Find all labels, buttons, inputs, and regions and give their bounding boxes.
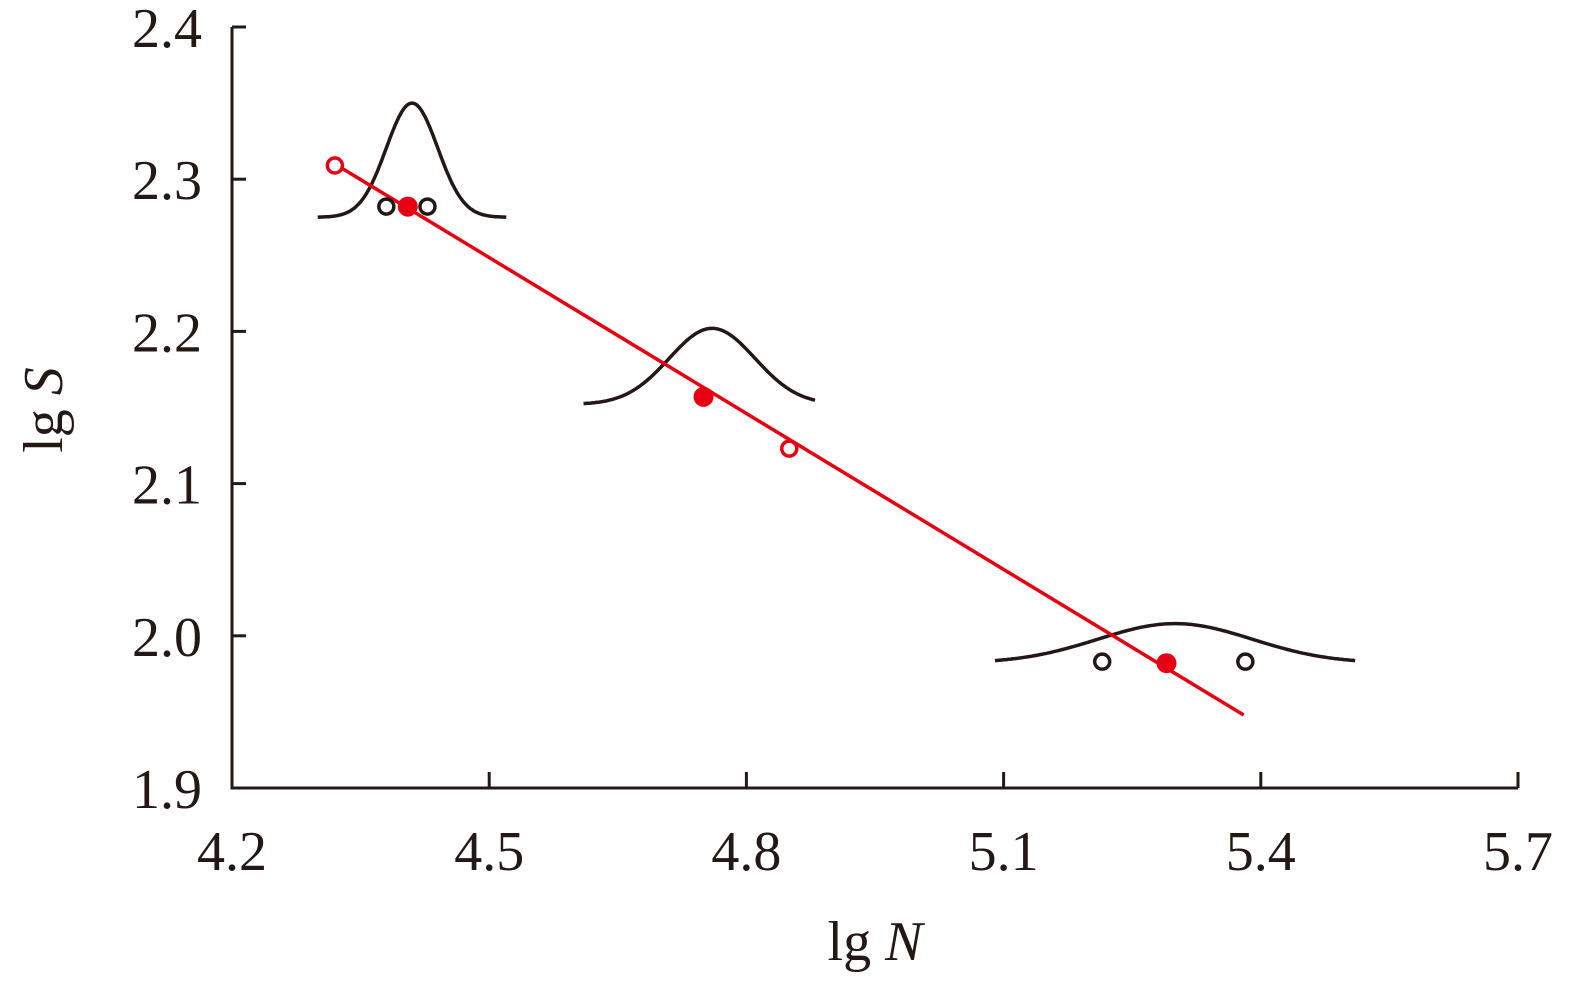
x-axis-title-prefix: lg (828, 911, 886, 973)
open-point (1092, 652, 1112, 671)
data-points (325, 156, 1255, 674)
open-point (325, 156, 345, 175)
x-axis-title-var: N (884, 911, 925, 973)
y-tick-label: 2.2 (132, 302, 202, 364)
y-axis-title: lg S (13, 367, 75, 453)
x-axis-title: lg N (828, 911, 926, 973)
distribution-curve (317, 101, 507, 219)
filled-point (1156, 653, 1177, 674)
open-point (1236, 652, 1255, 671)
x-tick-label: 5.7 (1483, 821, 1553, 883)
x-tick-label: 5.4 (1226, 821, 1296, 883)
y-axis-title-var: S (13, 367, 75, 395)
x-tick-label: 5.1 (969, 821, 1039, 883)
distribution-curve (994, 621, 1356, 663)
open-point (418, 197, 437, 216)
distribution-curves (317, 101, 1356, 663)
filled-point (693, 386, 714, 407)
y-tick-label: 1.9 (132, 759, 202, 821)
y-tick-label: 2.3 (132, 150, 202, 212)
y-tick-label: 2.1 (132, 455, 202, 517)
axes (230, 25, 1520, 790)
tick-labels: 1.9 2.0 2.1 2.2 2.3 2.4 4.2 4.5 4.8 5.1 5.4 5.7 (132, 0, 1553, 883)
x-tick-label: 4.5 (454, 821, 524, 883)
filled-point (397, 196, 418, 217)
y-tick-label: 2.0 (132, 607, 202, 669)
y-axis-title-prefix: lg (13, 395, 75, 453)
y-tick-label: 2.4 (132, 0, 202, 60)
open-point (377, 197, 396, 216)
open-point (780, 439, 799, 458)
distribution-curve (583, 326, 816, 406)
x-tick-label: 4.2 (197, 821, 267, 883)
x-tick-label: 4.8 (711, 821, 781, 883)
